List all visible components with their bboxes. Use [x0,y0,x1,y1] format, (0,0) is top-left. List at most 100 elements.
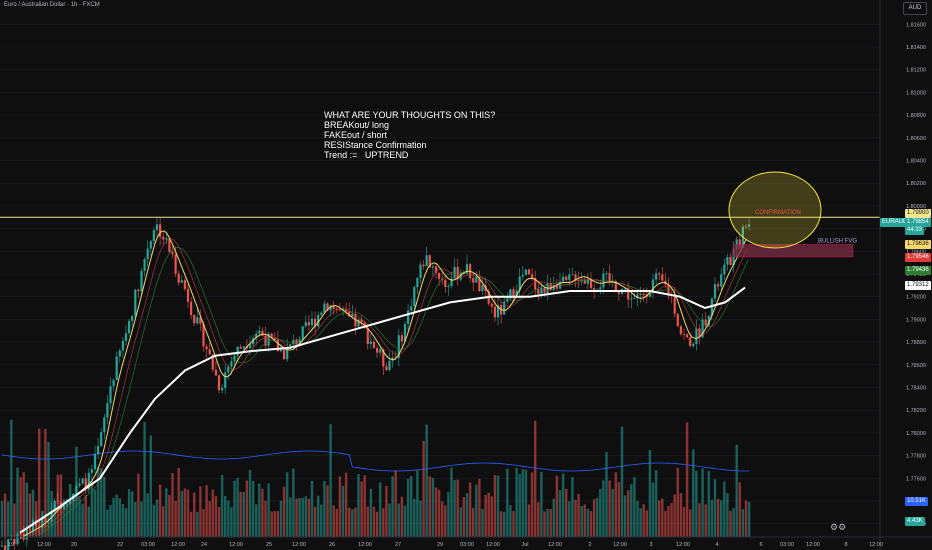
volume-bar [261,488,264,537]
candle-body [47,521,50,523]
volume-bar [165,488,168,537]
candle-body [568,274,571,280]
volume-bar [490,496,493,537]
candle-body [698,328,701,338]
candle-body [549,283,552,291]
candle-body [323,303,326,313]
bar-countdown-tag: 44:33 [905,226,925,235]
volume-bar [639,508,642,537]
volume-bar [472,507,475,537]
volume-bar [493,475,497,537]
chart-settings-icon[interactable]: ⚙⚙ [830,522,847,532]
volume-bar [344,472,348,537]
volume-bar [630,484,633,537]
price-tick-label: 1.81200 [906,68,926,74]
price-tick-label: 1.78200 [906,408,926,414]
volume-bar [273,511,276,537]
candle-body [589,279,593,289]
volume-bar [450,467,453,537]
volume-bar [289,497,292,537]
price-tick-label: 1.77800 [906,454,926,460]
candle-body [713,284,717,299]
volume-bar [406,478,410,537]
volume-bar [462,497,466,537]
candle-body [177,273,180,283]
volume-bar [230,507,233,537]
candle-body [534,278,537,290]
candle-body [90,469,93,473]
price-tick-label: 1.79600 [906,249,926,255]
volume-bar [0,501,4,537]
candle-body [400,335,403,342]
candle-body [444,279,447,288]
volume-bar [78,495,81,537]
candle-body [537,289,540,294]
chart-text-note[interactable]: WHAT ARE YOUR THOUGHTS ON THIS? BREAKout… [324,110,495,160]
volume-bar [468,482,472,537]
volume-bar [47,442,50,537]
symbol-title[interactable]: Euro / Australian Dollar · 1h · FXCM [4,2,100,8]
candle-body [397,335,400,358]
volume-bar [10,419,13,537]
volume-bar [599,488,602,537]
candle-body [348,311,351,317]
volume-bar [351,509,354,537]
candle-body [689,337,692,346]
volume-bar [233,480,236,537]
candle-body [304,322,307,327]
volume-bar [496,475,500,537]
volume-bar [651,482,655,537]
volume-bar [685,422,689,537]
candle-body [651,279,655,292]
candle-body [93,453,97,470]
volume-bar [292,468,295,537]
volume-bar [596,497,599,537]
volume-bar [25,482,28,537]
time-tick-label: 03:00 [780,542,794,548]
candle-body [617,292,620,294]
price-tick-label: 1.81000 [906,90,926,96]
volume-bar [81,503,84,537]
green-ma-tag: 1.79436 [905,266,931,275]
volume-bar [199,486,202,537]
volume-bar [323,481,326,537]
volume-bar [642,504,645,537]
volume-bar [431,477,435,537]
candle-body [165,238,168,240]
candle-body [577,280,580,281]
volume-bar [140,501,143,537]
volume-bar [499,511,503,537]
volume-bar [162,506,165,537]
volume-bar [317,495,320,537]
candle-body [171,251,174,255]
candle-body [162,237,165,240]
volume-bar [654,469,658,537]
candle-body [571,274,574,276]
volume-bar [56,474,59,537]
volume-bar [354,507,357,537]
candle-body [205,346,208,350]
volume-bar [87,506,90,537]
price-tick-label: 1.78000 [906,431,926,437]
candle-body [332,305,335,309]
volume-bar [357,473,360,537]
candle-body [75,485,78,495]
time-tick-label: 29 [437,542,443,548]
candle-body [407,310,410,324]
candle-body [540,287,543,294]
volume-bar [310,481,314,537]
time-tick-label: 03:00 [141,542,155,548]
currency-badge[interactable]: AUD [903,2,927,15]
candle-body [686,334,689,338]
candle-body [112,379,115,387]
volume-bar [459,507,462,537]
candle-body [159,224,162,238]
price-tick-label: 1.78600 [906,363,926,369]
time-tick-label: 12:00 [613,542,627,548]
time-tick-label: 3 [649,542,652,548]
candle-body [574,274,577,281]
volume-bar [286,472,289,537]
volume-bar [664,510,667,537]
candle-body [586,279,589,284]
